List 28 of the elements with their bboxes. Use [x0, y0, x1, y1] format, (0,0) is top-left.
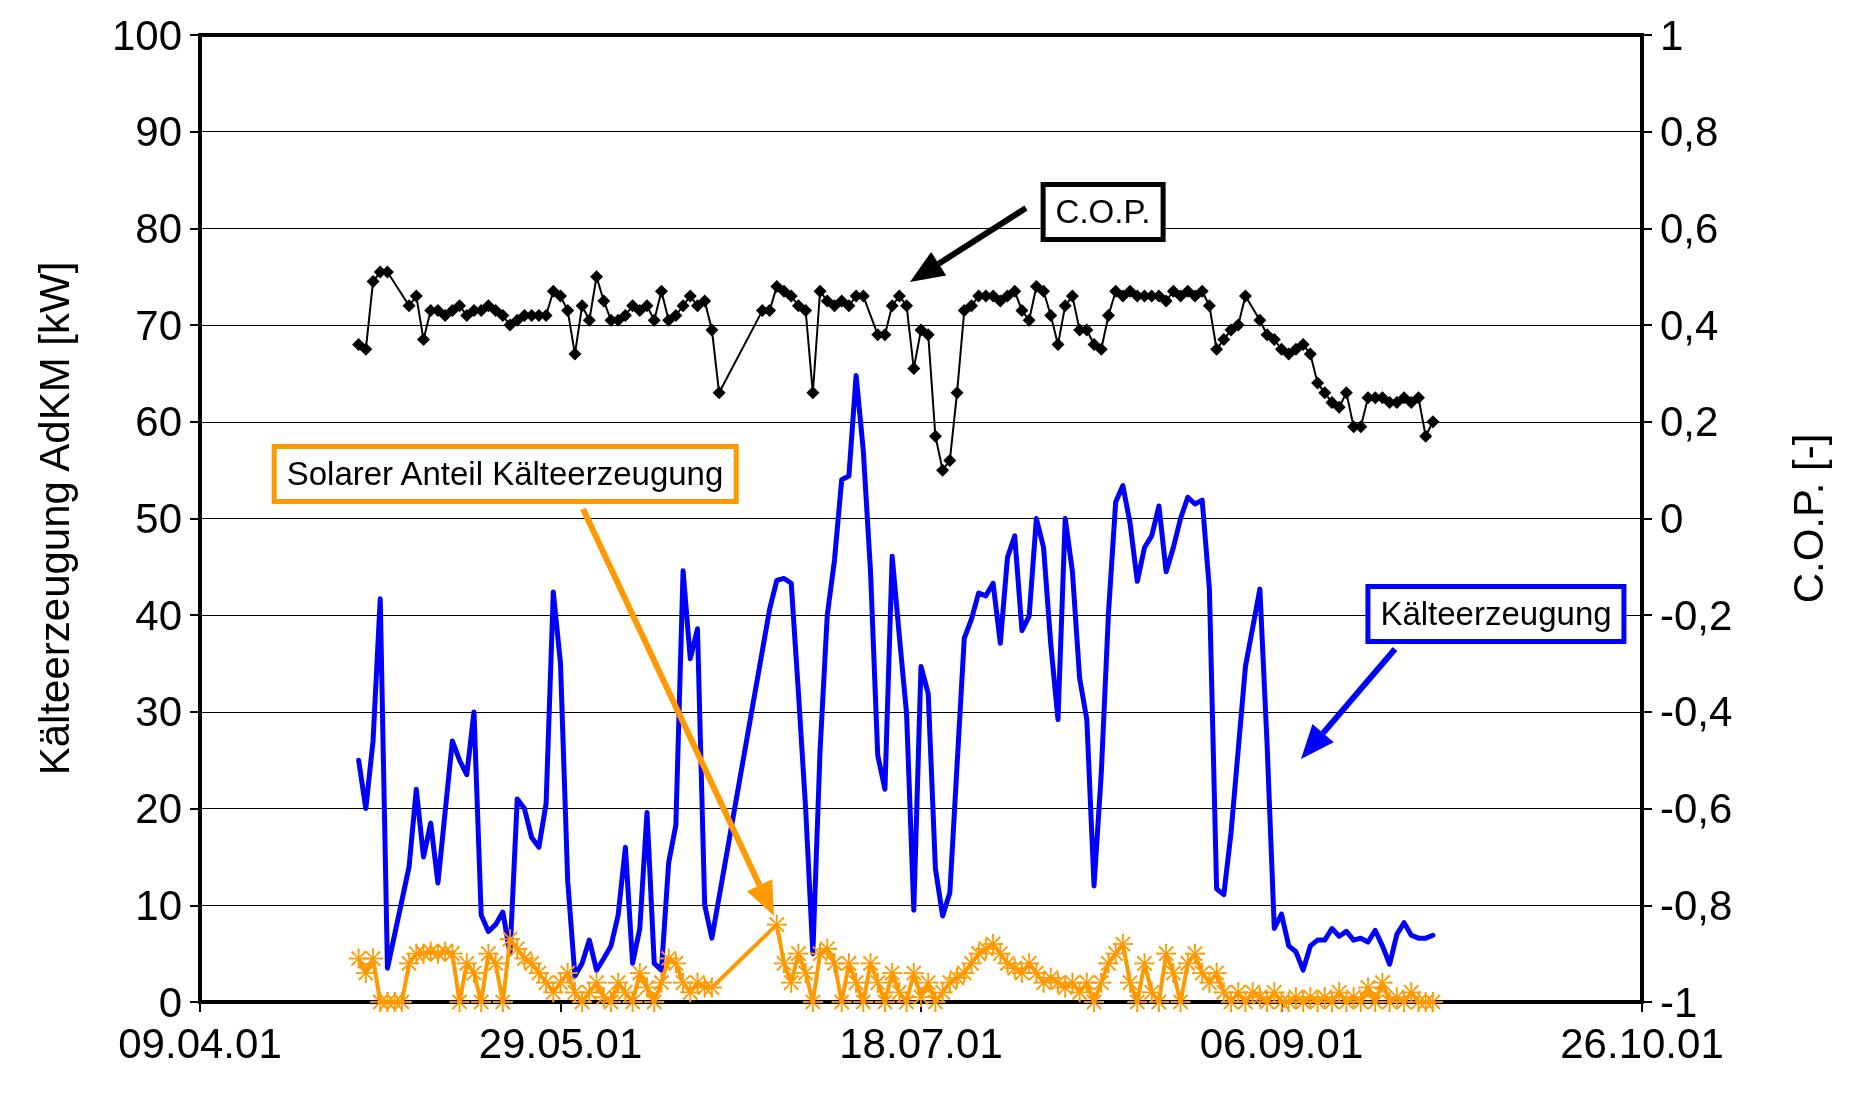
y2-tick-label: 0,8	[1660, 108, 1719, 156]
callout-box: Solarer Anteil Kälteerzeugung	[271, 444, 739, 504]
y2-tick-label: -0,6	[1660, 785, 1733, 833]
y-tick-label: 80	[135, 204, 182, 252]
y2-tick-label: 1	[1660, 11, 1684, 59]
x-tick-label: 29.05.01	[478, 1019, 643, 1067]
y-tick-label: 60	[135, 398, 182, 446]
y2-tick-label: 0,6	[1660, 204, 1719, 252]
y2-tick-label: 0,4	[1660, 301, 1719, 349]
callout-box: C.O.P.	[1040, 182, 1166, 242]
y2-tick-label: -0,8	[1660, 881, 1733, 929]
y-tick-label: 50	[135, 495, 182, 542]
y-tick-label: 70	[135, 301, 182, 349]
y-axis-title: Kälteerzeugung AdKM [kW]	[30, 261, 78, 776]
x-tick-label: 18.07.01	[839, 1019, 1003, 1067]
y2-tick-label: 0,2	[1660, 398, 1719, 446]
y2-axis-title: C.O.P. [-]	[1784, 433, 1832, 604]
y2-tick-label: -0,2	[1660, 591, 1733, 639]
y2-tick-label: -0,4	[1660, 688, 1733, 736]
y-tick-label: 40	[135, 591, 182, 639]
y2-tick-label: 0	[1660, 495, 1684, 542]
x-tick-label: 06.09.01	[1199, 1019, 1364, 1067]
y-tick-label: 90	[135, 108, 182, 156]
callout-box: Kälteerzeugung	[1365, 584, 1627, 644]
y-tick-label: 10	[135, 881, 182, 929]
y-tick-label: 100	[111, 11, 182, 59]
y-tick-label: 30	[135, 688, 182, 736]
y-tick-label: 20	[135, 785, 182, 833]
